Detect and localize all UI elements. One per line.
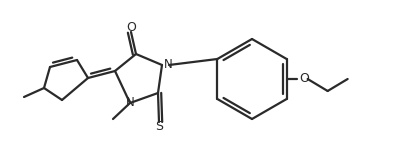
Text: O: O (300, 73, 310, 85)
Text: S: S (155, 120, 163, 133)
Text: N: N (126, 97, 134, 110)
Text: N: N (164, 58, 173, 71)
Text: O: O (126, 21, 136, 34)
